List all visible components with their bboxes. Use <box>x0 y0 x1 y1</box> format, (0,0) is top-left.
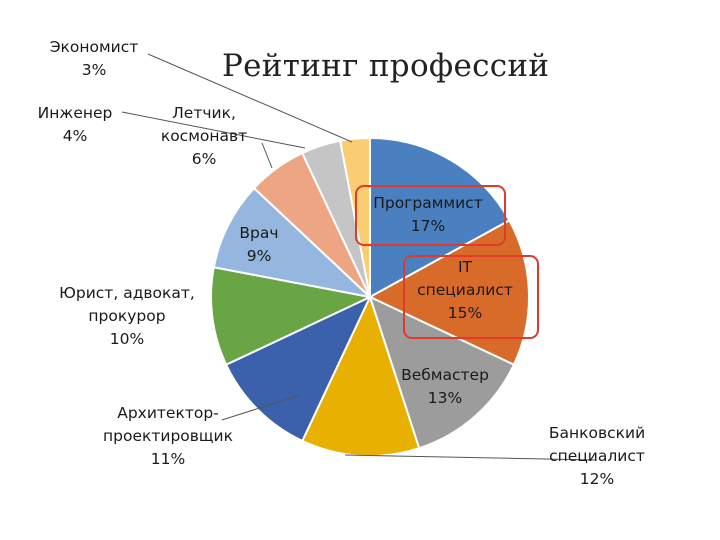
slice-label-line: 12% <box>580 470 614 488</box>
slice-label-8: Инженер 4% <box>38 104 113 145</box>
slice-label-line: 6% <box>192 150 217 168</box>
slice-label-line: Банковский <box>549 424 645 442</box>
slice-label-3: Банковский специалист 12% <box>549 424 645 488</box>
slice-labels: Программист 17% IT специалист 15% Вебмастер 13… <box>38 38 646 488</box>
highlight-box-0 <box>355 185 506 246</box>
pie-slice-0 <box>369 136 511 299</box>
highlight-box-1 <box>403 255 539 339</box>
slice-label-line: 11% <box>151 450 185 468</box>
highlight-boxes <box>355 185 539 339</box>
leader-lines <box>121 53 596 461</box>
leader-line-9 <box>147 53 353 143</box>
slice-label-line: 10% <box>110 330 144 348</box>
slice-label-4: Архитектор-проектировщик 11% <box>103 404 233 468</box>
slice-label-line: Архитектор- <box>117 404 219 422</box>
slice-label-2: Вебмастер 13% <box>401 366 489 407</box>
slice-label-line: Врач <box>239 224 278 242</box>
slice-label-line: 13% <box>428 389 462 407</box>
slice-label-line: 9% <box>247 247 272 265</box>
slice-label-0: Программист 17% <box>373 194 482 235</box>
slice-label-line: 17% <box>411 217 445 235</box>
slice-label-line: космонавт <box>161 127 247 145</box>
slice-label-line: специалист <box>417 281 513 299</box>
slice-label-line: 15% <box>448 304 482 322</box>
leader-line-7 <box>261 142 273 169</box>
slice-label-line: 3% <box>82 61 107 79</box>
pie-slice-6 <box>212 186 374 299</box>
slice-label-6: Врач 9% <box>239 224 278 265</box>
slice-label-line: проектировщик <box>103 427 233 445</box>
slice-label-9: Экономист 3% <box>50 38 139 79</box>
leader-line-8 <box>121 111 306 149</box>
chart-title: Рейтинг профессий <box>222 48 550 84</box>
slice-label-7: Летчик, космонавт 6% <box>161 104 247 168</box>
slice-label-line: IT <box>458 258 473 276</box>
slice-label-line: прокурор <box>88 307 165 325</box>
slices-layer <box>210 136 531 458</box>
leader-line-4 <box>221 394 301 421</box>
slice-label-line: специалист <box>549 447 645 465</box>
slice-label-line: Юрист, адвокат, <box>59 284 195 302</box>
slice-label-line: Инженер <box>38 104 113 122</box>
leader-line-3 <box>344 454 596 461</box>
slice-label-1: IT специалист 15% <box>417 258 513 322</box>
pie-slice-4 <box>224 294 373 443</box>
slice-label-line: 4% <box>63 127 88 145</box>
pie-slice-5 <box>210 266 374 367</box>
slice-label-line: Экономист <box>50 38 139 56</box>
slice-label-line: Вебмастер <box>401 366 489 384</box>
slice-label-line: Программист <box>373 194 482 212</box>
slice-label-line: Летчик, <box>172 104 236 122</box>
slice-label-5: Юрист, адвокат, прокурор 10% <box>59 284 195 348</box>
